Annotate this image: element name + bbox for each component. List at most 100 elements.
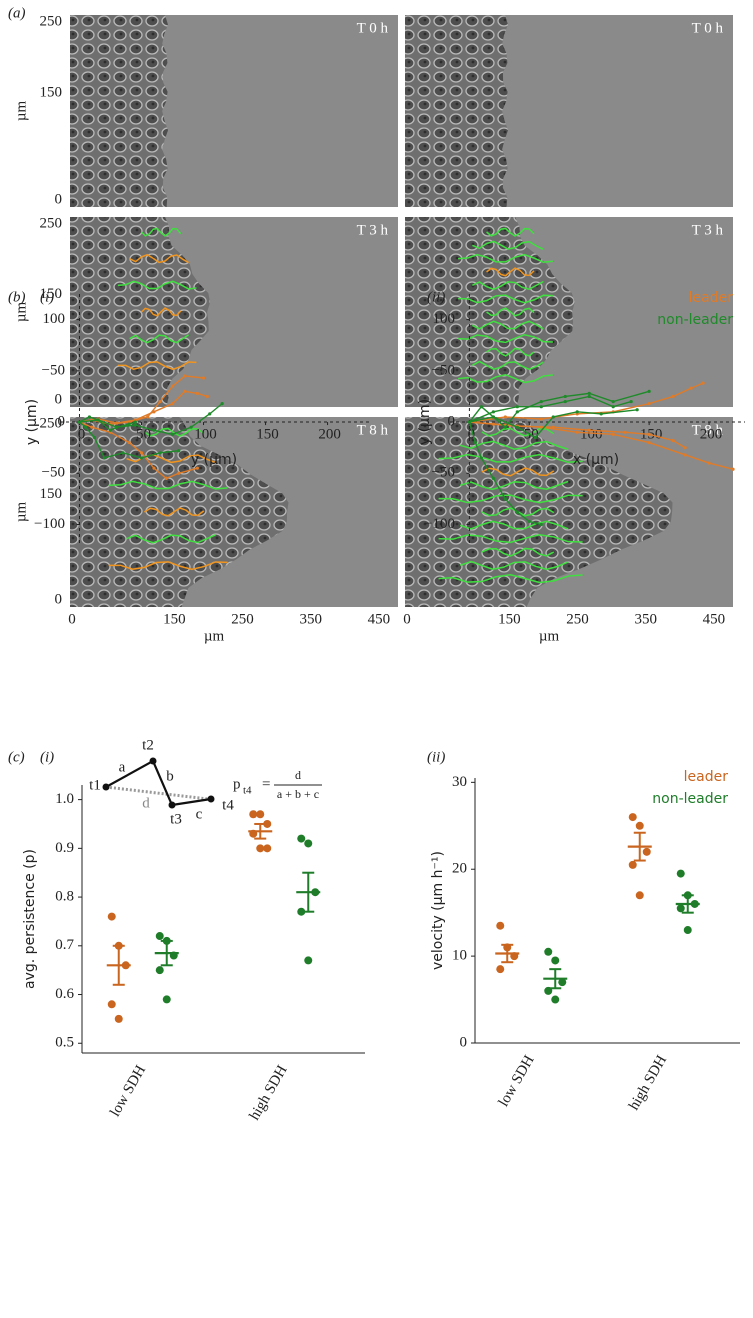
track-point bbox=[587, 394, 591, 399]
track-point bbox=[133, 423, 137, 427]
node bbox=[207, 795, 215, 803]
data-point bbox=[263, 844, 272, 853]
track-point bbox=[115, 421, 119, 425]
track-overlay bbox=[143, 507, 205, 517]
track-point bbox=[533, 435, 537, 440]
y-tick-label: −50 bbox=[432, 362, 455, 378]
panel-label: (ii) bbox=[427, 289, 445, 305]
y-tick-label: 0.7 bbox=[55, 937, 74, 953]
track-point bbox=[551, 415, 555, 419]
track-overlay bbox=[481, 467, 555, 477]
x-tick-label: 450 bbox=[368, 611, 391, 627]
track-point bbox=[205, 394, 209, 399]
data-point bbox=[544, 947, 553, 956]
panel-label: (i) bbox=[40, 289, 54, 305]
track-point bbox=[170, 432, 175, 436]
track-point bbox=[170, 384, 175, 388]
formula-denominator: a + b + c bbox=[277, 787, 319, 801]
track-point bbox=[563, 394, 567, 399]
y-tick-label: 0.6 bbox=[55, 986, 74, 1002]
y-tick-label: 0.8 bbox=[55, 889, 74, 905]
cell-sheet bbox=[70, 15, 168, 207]
track-point bbox=[527, 519, 531, 524]
track-point bbox=[84, 425, 88, 429]
y-tick-label: 0 bbox=[448, 413, 456, 429]
formula-numerator: d bbox=[295, 768, 301, 782]
track-overlay bbox=[472, 280, 544, 291]
track-point bbox=[539, 405, 543, 409]
data-point bbox=[297, 834, 306, 843]
node-label: t1 bbox=[89, 777, 101, 793]
track-overlay bbox=[459, 520, 569, 530]
track-point bbox=[515, 405, 519, 409]
segment-label: c bbox=[196, 806, 203, 822]
x-tick-label: high SDH bbox=[626, 1053, 670, 1113]
x-tick-label: 50 bbox=[136, 426, 151, 442]
track-overlay bbox=[458, 294, 553, 304]
data-point bbox=[551, 956, 560, 965]
track-point bbox=[563, 399, 567, 404]
formula-subscript: t4 bbox=[243, 785, 252, 797]
x-tick-label: high SDH bbox=[247, 1063, 291, 1123]
track bbox=[468, 421, 542, 526]
data-point bbox=[155, 932, 164, 941]
track-point bbox=[158, 399, 162, 404]
track-overlay bbox=[438, 453, 583, 464]
x-axis-label: x (µm) bbox=[573, 452, 619, 468]
x-axis-label: y (µm) bbox=[191, 452, 237, 468]
node-label: t4 bbox=[222, 797, 234, 813]
y-tick-label: 0 bbox=[460, 1034, 468, 1050]
track-overlay bbox=[117, 280, 197, 290]
data-point bbox=[263, 819, 272, 828]
y-tick-label: 250 bbox=[40, 215, 63, 231]
track-point bbox=[201, 376, 206, 380]
track-point bbox=[635, 408, 639, 412]
y-axis-label: µm bbox=[13, 302, 29, 323]
track-point bbox=[611, 432, 615, 436]
track-overlay bbox=[143, 427, 205, 437]
track-overlay bbox=[108, 480, 228, 490]
data-point bbox=[107, 1000, 116, 1009]
y-tick-label: 150 bbox=[40, 85, 63, 101]
track-point bbox=[189, 425, 193, 429]
y-tick-label: −50 bbox=[42, 362, 65, 378]
data-point bbox=[256, 810, 265, 819]
track-point bbox=[539, 522, 543, 527]
x-tick-label: 0 bbox=[403, 611, 411, 627]
track-point bbox=[539, 399, 543, 404]
y-tick-label: 150 bbox=[40, 286, 63, 302]
track-point bbox=[575, 430, 579, 434]
y-tick-label: −100 bbox=[34, 516, 65, 532]
track-point bbox=[731, 467, 735, 471]
y-axis-label: µm bbox=[13, 101, 29, 122]
track-point bbox=[479, 405, 483, 409]
image-panels: T 0 h T 0 h T 3 h T 3 h T 8 h T 8 h bbox=[70, 15, 733, 607]
y-tick-label: 100 bbox=[433, 311, 456, 327]
displacement-arrow bbox=[105, 785, 209, 801]
track-overlay bbox=[140, 227, 182, 237]
track-point bbox=[164, 476, 168, 481]
track-overlay bbox=[481, 547, 555, 557]
y-axis-label: y (µm) bbox=[417, 399, 433, 445]
track-point bbox=[152, 410, 156, 414]
cell-sheet bbox=[405, 15, 508, 207]
timepoint-label: T 3 h bbox=[692, 222, 724, 238]
x-tick-label: 100 bbox=[580, 426, 603, 442]
track-point bbox=[479, 456, 483, 460]
legend-entry: non-leader bbox=[652, 791, 728, 807]
y-axis-label: avg. persistence (p) bbox=[22, 849, 38, 989]
track-point bbox=[87, 415, 92, 419]
data-point bbox=[249, 810, 258, 819]
track-point bbox=[92, 435, 96, 440]
x-tick-label: 150 bbox=[256, 426, 279, 442]
track-point bbox=[587, 391, 591, 395]
x-tick-label: 200 bbox=[318, 426, 341, 442]
track-point bbox=[115, 425, 119, 429]
track-point bbox=[158, 451, 162, 455]
x-tick-label: 100 bbox=[194, 426, 217, 442]
track-overlay bbox=[117, 361, 197, 371]
data-point bbox=[256, 844, 265, 853]
track-point bbox=[503, 425, 507, 429]
track-point bbox=[208, 412, 212, 416]
y-tick-label: 1.0 bbox=[55, 791, 74, 807]
